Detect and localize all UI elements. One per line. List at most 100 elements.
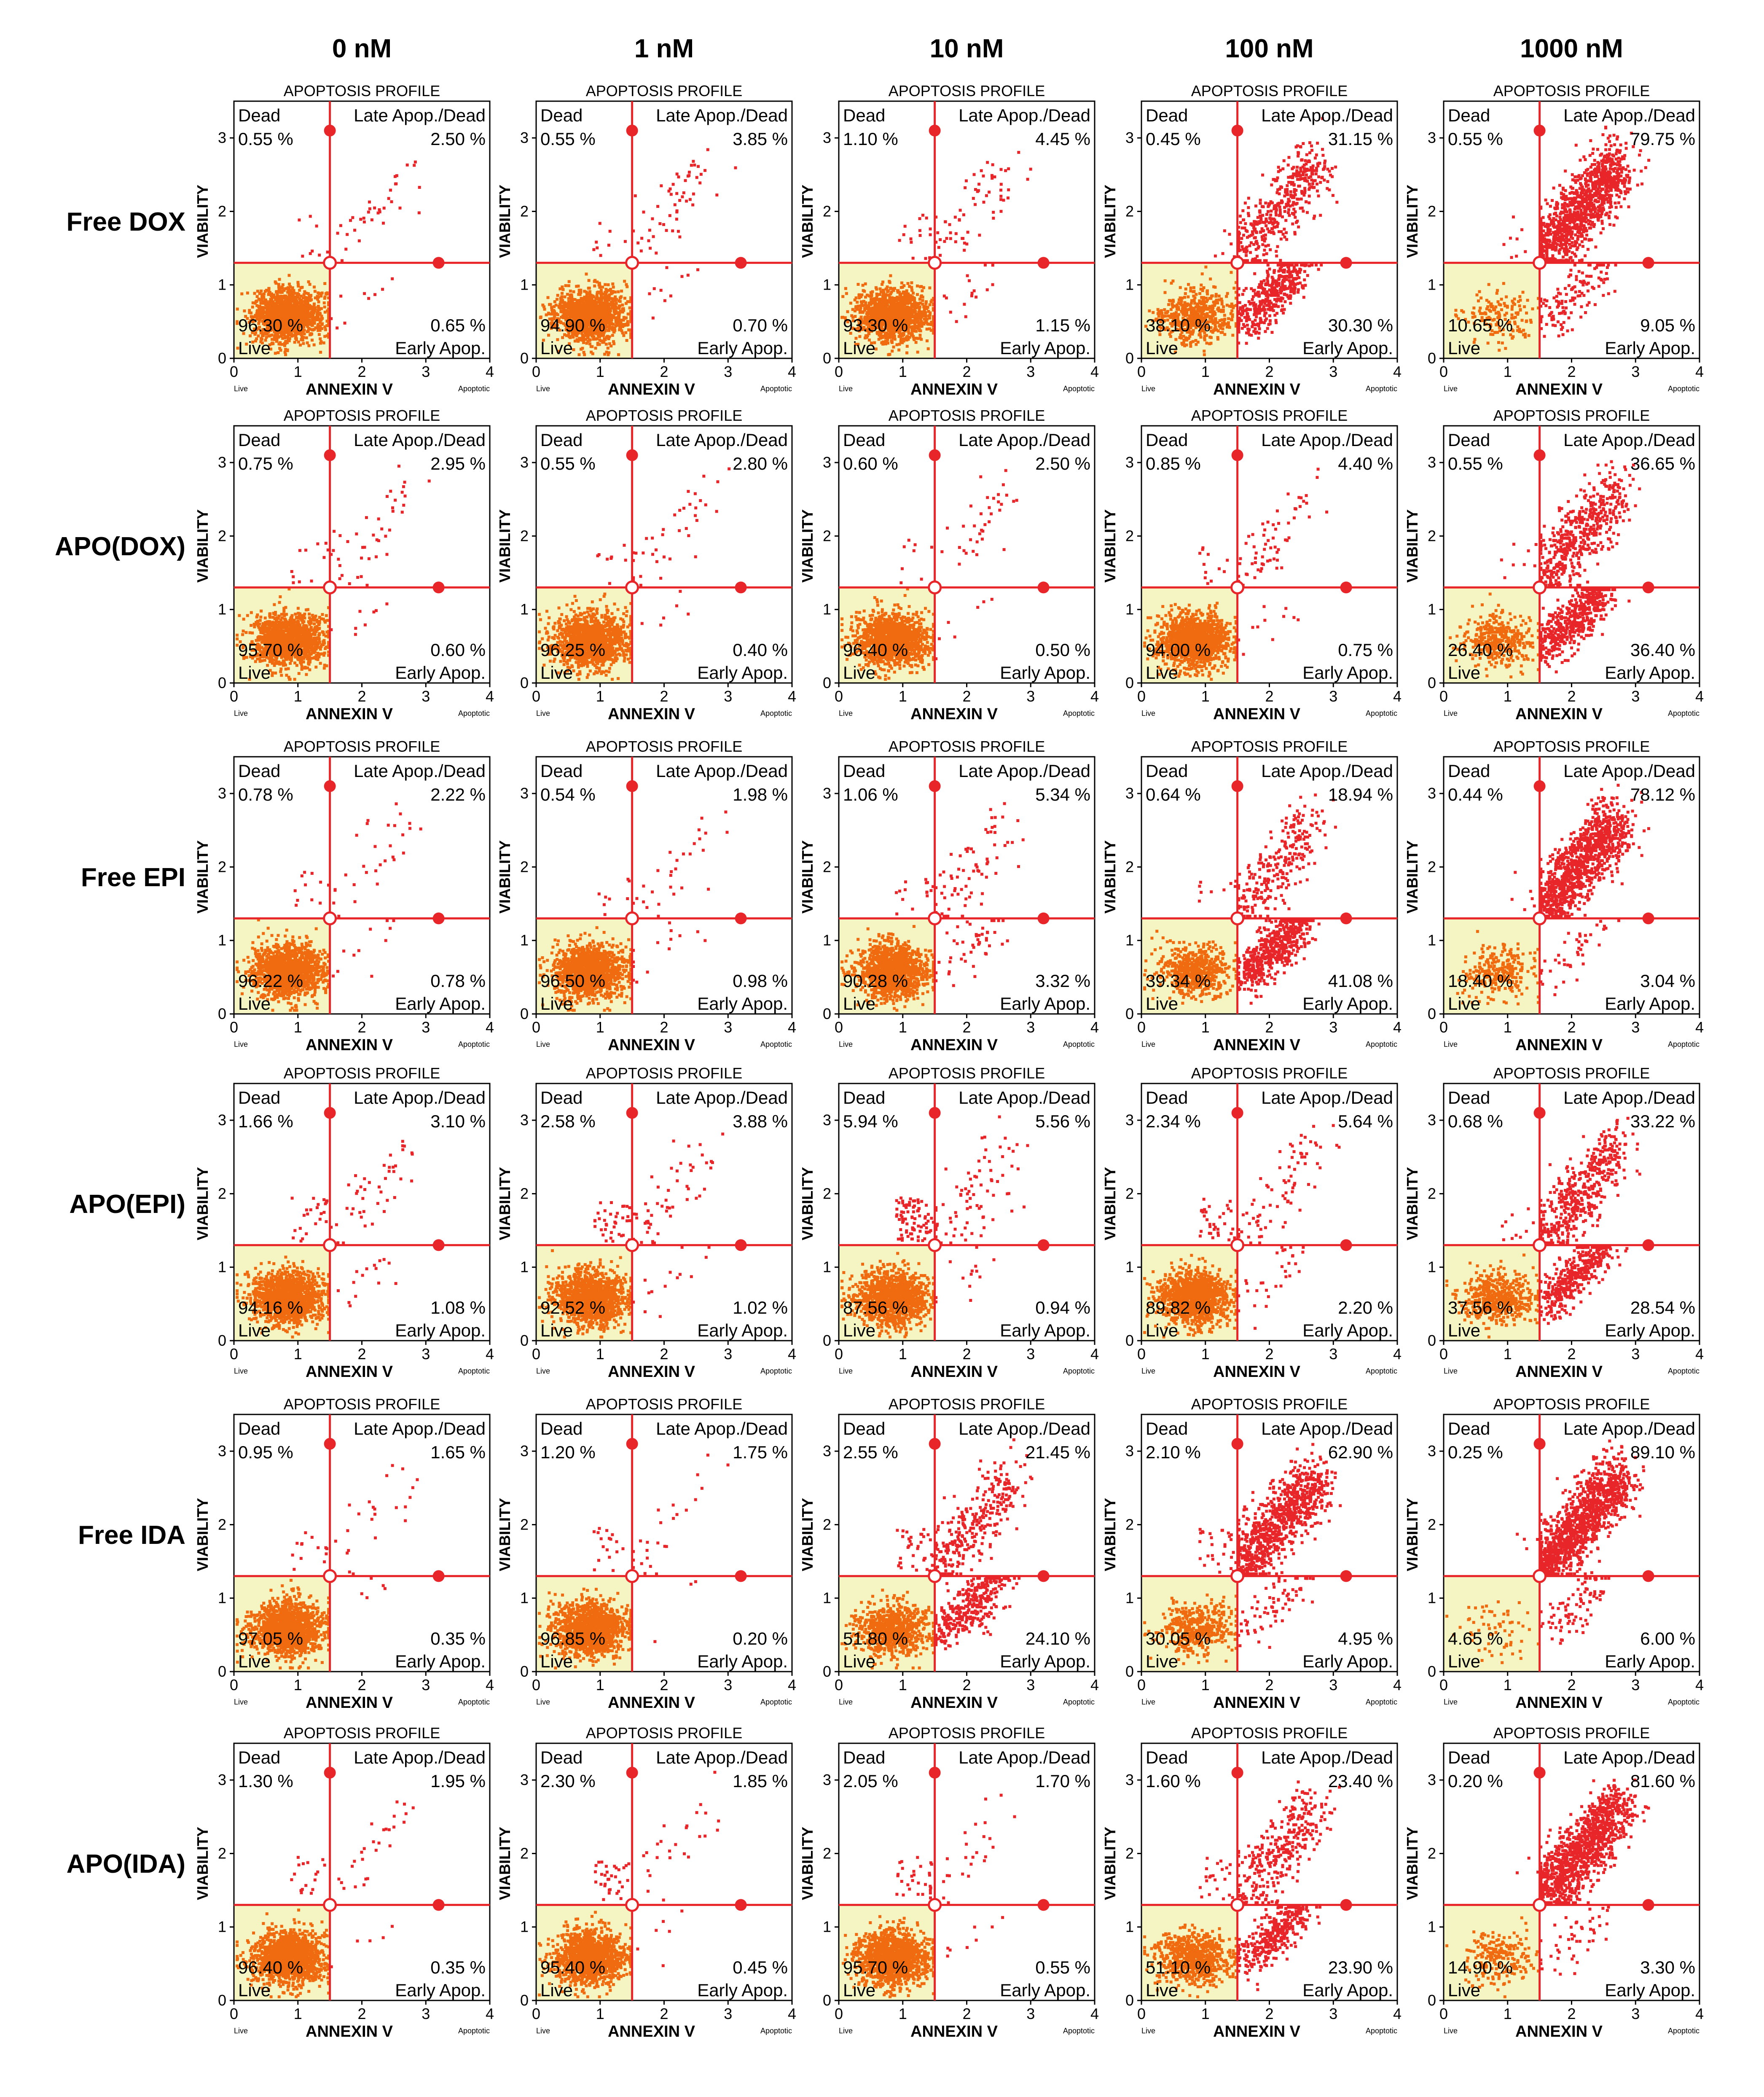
data-point: [591, 352, 594, 355]
data-point: [240, 293, 243, 296]
data-point: [280, 301, 283, 304]
data-point: [320, 295, 322, 298]
quadrant-value-live: 94.90 %: [540, 315, 605, 335]
data-point: [316, 295, 319, 298]
data-point: [359, 218, 362, 221]
data-point: [287, 337, 290, 340]
data-point: [576, 312, 579, 315]
data-point: [336, 232, 339, 235]
data-point: [858, 296, 861, 299]
data-point: [676, 210, 679, 212]
data-point: [566, 293, 569, 296]
data-point: [614, 296, 617, 298]
data-point: [266, 306, 269, 309]
data-point: [703, 169, 706, 172]
data-point: [309, 252, 312, 255]
data-point: [612, 327, 615, 330]
data-point: [849, 302, 852, 305]
data-point: [262, 293, 265, 296]
data-point: [303, 293, 306, 296]
data-point: [315, 225, 318, 228]
quadrant-label-live: Live: [540, 338, 573, 358]
data-point: [652, 235, 655, 238]
data-point: [677, 175, 680, 178]
data-point: [607, 317, 610, 320]
data-point: [576, 299, 579, 302]
data-point: [319, 327, 322, 330]
y-axis-label: VIABILITY: [194, 185, 211, 258]
data-point: [267, 312, 270, 315]
data-point: [607, 326, 610, 329]
x-tick-label: 2: [660, 363, 668, 380]
data-point: [596, 297, 599, 300]
data-point: [363, 220, 366, 223]
quadrant-label-late: Late Apop./Dead: [656, 105, 788, 125]
data-point: [647, 239, 650, 242]
data-point: [697, 165, 700, 168]
data-point: [558, 288, 561, 290]
gate-handle: [324, 125, 336, 137]
data-point: [628, 300, 631, 303]
data-point: [413, 164, 416, 167]
data-point: [612, 306, 615, 309]
data-point: [593, 301, 596, 304]
data-point: [561, 306, 564, 309]
data-point: [682, 191, 685, 194]
data-point: [585, 298, 588, 301]
data-point: [698, 181, 701, 184]
data-point: [627, 323, 630, 326]
data-point: [579, 337, 582, 340]
data-point: [608, 324, 611, 327]
x-tick-label: 2: [357, 363, 366, 380]
y-tick-label: 3: [218, 129, 226, 146]
data-point: [875, 288, 878, 290]
y-tick-label: 2: [520, 202, 529, 220]
y-tick-label: 1: [218, 276, 226, 293]
data-point: [618, 312, 621, 315]
data-point: [383, 207, 386, 210]
data-point: [311, 306, 314, 309]
data-point: [693, 164, 696, 167]
data-point: [648, 229, 651, 231]
data-point: [656, 205, 659, 208]
data-point: [556, 294, 559, 297]
data-point: [289, 289, 292, 292]
data-point: [614, 290, 617, 293]
x-tick-label: 3: [724, 363, 732, 380]
data-point: [296, 296, 299, 299]
data-point: [588, 287, 591, 290]
data-point: [291, 299, 294, 302]
data-point: [601, 341, 604, 344]
data-point: [604, 291, 607, 294]
data-point: [274, 337, 277, 340]
data-point: [608, 313, 611, 316]
gate-intersection-handle: [324, 257, 336, 269]
data-point: [585, 273, 588, 276]
data-point: [323, 301, 326, 304]
data-point: [623, 297, 626, 300]
data-point: [394, 175, 397, 178]
data-point: [612, 301, 615, 304]
data-point: [687, 174, 690, 177]
data-point: [373, 293, 376, 296]
data-point: [314, 290, 317, 293]
data-point: [297, 293, 300, 296]
data-point: [596, 342, 599, 345]
data-point: [622, 319, 625, 322]
quadrant-label-dead: Dead: [540, 105, 583, 125]
data-point: [610, 290, 613, 293]
data-point: [604, 288, 607, 291]
data-point: [568, 335, 571, 338]
data-point: [599, 254, 602, 257]
data-point: [313, 343, 316, 346]
data-point: [567, 297, 570, 300]
data-point: [844, 287, 847, 290]
data-point: [596, 280, 599, 283]
data-point: [561, 310, 564, 313]
quadrant-value-dead: 0.55 %: [238, 129, 293, 149]
data-point: [309, 283, 311, 286]
data-point: [640, 250, 643, 253]
data-point: [622, 309, 625, 312]
data-point: [614, 312, 617, 315]
data-point: [669, 188, 672, 191]
